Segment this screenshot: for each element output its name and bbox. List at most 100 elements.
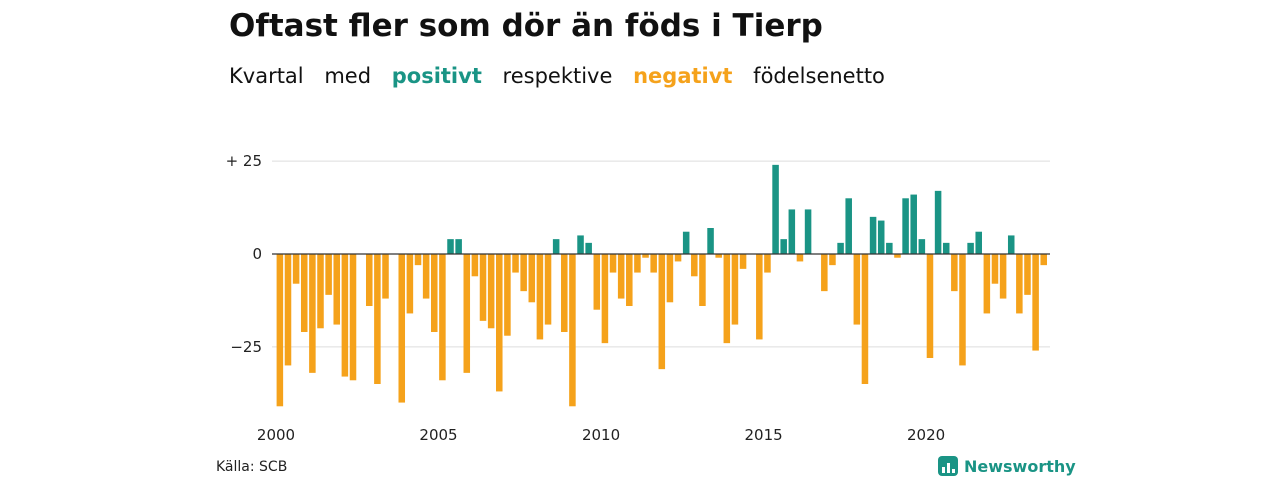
bar-77 <box>902 198 909 254</box>
bar-71 <box>853 254 861 325</box>
bar-60 <box>764 254 771 273</box>
bar-2 <box>292 254 300 284</box>
bar-61 <box>772 164 779 254</box>
bar-24 <box>471 254 479 277</box>
bar-64 <box>796 254 804 262</box>
bar-57 <box>739 254 747 269</box>
subtitle-negative-label: negativt <box>633 64 733 88</box>
bar-48 <box>666 254 674 303</box>
x-axis-labels: 2000 2005 2010 2015 2020 <box>257 426 945 444</box>
bar-93 <box>1032 254 1039 351</box>
bar-49 <box>674 254 682 262</box>
bar-35 <box>561 254 568 332</box>
bar-83 <box>951 254 958 292</box>
bar-59 <box>756 254 763 340</box>
bar-44 <box>634 254 641 273</box>
bar-69 <box>837 242 844 254</box>
bar-15 <box>398 254 406 403</box>
bar-50 <box>682 231 690 254</box>
bar-28 <box>504 254 511 336</box>
bar-20 <box>439 254 446 381</box>
bar-16 <box>406 254 414 314</box>
bar-55 <box>723 254 731 344</box>
bar-80 <box>926 254 934 358</box>
bar-84 <box>959 254 966 366</box>
bar-85 <box>967 242 974 254</box>
bar-74 <box>877 220 885 254</box>
bar-73 <box>869 216 877 254</box>
bar-70 <box>845 198 852 254</box>
bar-75 <box>886 242 893 254</box>
bar-1 <box>284 254 292 366</box>
y-axis-labels: + 25 0 −25 <box>226 152 262 356</box>
bar-8 <box>341 254 349 377</box>
bar-94 <box>1040 254 1047 266</box>
bar-78 <box>910 194 917 254</box>
subtitle-text-3: respektive <box>502 64 613 88</box>
chart-subtitle: Kvartal med positivt respektive negativt… <box>229 64 899 88</box>
bar-86 <box>975 231 982 254</box>
bar-51 <box>691 254 698 277</box>
bar-40 <box>601 254 609 344</box>
subtitle-positive-label: positivt <box>391 64 482 88</box>
y-tick-label-0: + 25 <box>226 152 262 170</box>
bar-23 <box>463 254 471 373</box>
bar-6 <box>325 254 332 295</box>
bar-41 <box>609 254 617 273</box>
bar-3 <box>300 254 308 332</box>
bar-37 <box>577 235 584 254</box>
bar-38 <box>585 242 592 254</box>
bar-7 <box>333 254 341 325</box>
bar-19 <box>431 254 438 332</box>
bar-11 <box>365 254 373 306</box>
bar-13 <box>382 254 389 299</box>
bar-53 <box>707 228 714 254</box>
bars <box>276 164 1047 407</box>
x-tick-label-1: 2005 <box>419 426 457 444</box>
bar-82 <box>942 242 950 254</box>
bar-89 <box>999 254 1007 299</box>
bar-45 <box>642 254 649 258</box>
bar-4 <box>309 254 316 373</box>
bar-63 <box>788 209 796 254</box>
bar-31 <box>528 254 536 303</box>
bar-17 <box>414 254 422 266</box>
x-tick-label-0: 2000 <box>257 426 295 444</box>
bar-27 <box>496 254 503 392</box>
bar-67 <box>821 254 828 292</box>
subtitle-text-2: med <box>324 64 372 88</box>
bar-81 <box>934 190 942 254</box>
bar-43 <box>626 254 633 306</box>
bar-68 <box>829 254 836 266</box>
bar-52 <box>699 254 706 306</box>
bar-12 <box>374 254 381 384</box>
bar-42 <box>617 254 625 299</box>
brand-logo: Newsworthy <box>938 456 1076 476</box>
bar-26 <box>487 254 495 329</box>
bar-34 <box>552 239 560 254</box>
bar-21 <box>447 239 454 254</box>
bar-54 <box>715 254 722 258</box>
bar-65 <box>804 209 812 254</box>
chart-title: Oftast fler som dör än föds i Tierp <box>229 8 823 44</box>
subtitle-text-4: födelsenetto <box>753 64 885 88</box>
brand-name: Newsworthy <box>964 456 1076 476</box>
bar-56 <box>731 254 739 325</box>
y-tick-label-2: −25 <box>230 338 262 356</box>
bar-92 <box>1024 254 1031 295</box>
bar-18 <box>422 254 430 299</box>
bar-62 <box>780 239 787 254</box>
x-tick-label-4: 2020 <box>907 426 945 444</box>
bar-25 <box>479 254 487 321</box>
bar-76 <box>894 254 901 258</box>
bar-91 <box>1016 254 1023 314</box>
x-tick-label-2: 2010 <box>582 426 620 444</box>
bar-47 <box>658 254 666 370</box>
bar-72 <box>861 254 869 384</box>
bar-90 <box>1007 235 1015 254</box>
bar-88 <box>991 254 999 284</box>
bar-46 <box>650 254 657 273</box>
bar-30 <box>520 254 527 292</box>
source-note: Källa: SCB <box>216 459 288 475</box>
